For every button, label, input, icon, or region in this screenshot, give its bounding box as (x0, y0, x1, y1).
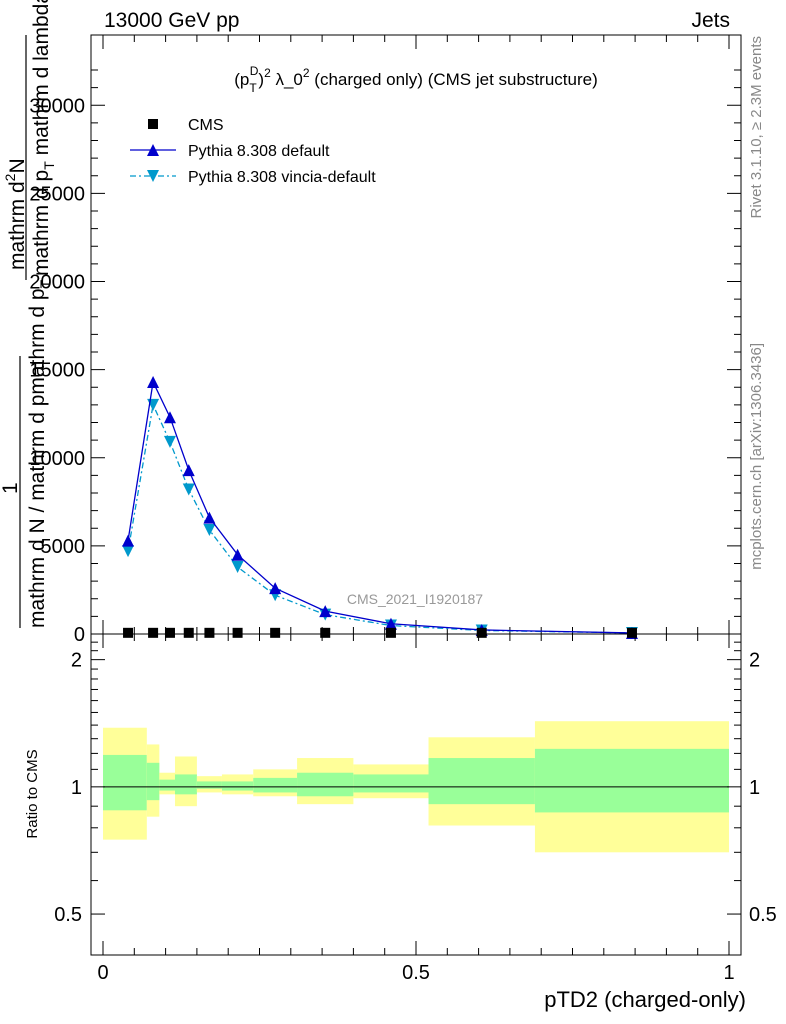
legend-label: Pythia 8.308 default (188, 143, 330, 160)
ylabel-part: mathrm d lambda (30, 0, 53, 161)
default-point (319, 605, 332, 618)
title-part: (charged only) (CMS jet substructure) (310, 70, 598, 89)
cms-point (148, 627, 159, 638)
ylabel-num-b: mathrm d pT mathrm d lambda (30, 0, 57, 276)
y-tick-label: 25000 (29, 183, 85, 205)
vincia-point (231, 561, 244, 574)
ylabel-sup: 2 (2, 173, 18, 181)
ratio-y-tick-label-right: 2 (749, 650, 760, 672)
title-part: (p (234, 70, 249, 89)
ratio-y-tick-label: 1 (71, 777, 82, 799)
default-point (203, 511, 216, 524)
vincia-point (182, 483, 195, 496)
ratio-inner-band (297, 772, 354, 797)
title-part: λ_0 (271, 70, 303, 89)
chart-title: (pTD)2 λ_02 (charged only) (CMS jet subs… (234, 64, 597, 95)
vincia-point (203, 524, 216, 537)
ratio-y-label: Ratio to CMS (24, 749, 41, 838)
ratio-y-tick-label-right: 0.5 (749, 904, 777, 926)
title-sup: 2 (264, 66, 271, 80)
legend-label: CMS (188, 117, 224, 134)
cms-point (385, 627, 396, 638)
ylabel-part: mathrm d p (30, 170, 53, 276)
ylabel-part: mathrm d (6, 181, 29, 270)
ratio-inner-band (174, 774, 197, 795)
cms-point (123, 627, 134, 638)
ylabel-den: mathrm d N / mathrm d pmathrm d pT (26, 279, 53, 628)
default-point (384, 617, 397, 630)
rivet-label: Rivet 3.1.10, ≥ 2.3M events (748, 36, 765, 219)
ratio-inner-band (353, 774, 429, 793)
vincia-point (122, 545, 135, 558)
y-tick-label: 15000 (29, 360, 85, 382)
cms-point (320, 627, 331, 638)
ratio-inner-band (534, 748, 729, 813)
y-tick-label: 0 (74, 624, 85, 646)
cms-point (204, 627, 215, 638)
ratio-inner-band (196, 781, 222, 789)
ratio-inner-band (146, 762, 160, 801)
watermark: CMS_2021_I1920187 (347, 591, 483, 607)
cms-point (476, 627, 487, 638)
ratio-inner-band (221, 781, 254, 791)
ratio-panel: 0.5 0.5 1 1 2 2 0 0.5 1 (54, 633, 777, 984)
cms-point (183, 627, 194, 638)
x-axis-label: pTD2 (charged-only) (544, 987, 746, 1012)
y-tick-label: 10000 (29, 448, 85, 470)
cms-point (270, 627, 281, 638)
ratio-y-tick-label-right: 1 (749, 777, 760, 799)
y-tick-label: 20000 (29, 272, 85, 294)
cms-point (232, 627, 243, 638)
header-left: 13000 GeV pp (104, 9, 240, 32)
x-tick-label: 0 (97, 962, 108, 984)
labels: (pTD)2 λ_02 (charged only) (CMS jet subs… (0, 0, 765, 1012)
default-point (147, 375, 160, 388)
default-point (182, 464, 195, 477)
vincia-point (163, 435, 176, 448)
title-sub: T (249, 81, 257, 95)
ratio-inner-band (428, 758, 535, 805)
default-point (269, 582, 282, 595)
main-panel: 0 5000 10000 15000 20000 25000 30000 (29, 34, 742, 646)
mcplots-label: mcplots.cern.ch [arXiv:1306.3436] (748, 343, 765, 570)
ylabel-num-a: mathrm d2N (2, 158, 29, 270)
ylabel-part: mathrm d N / mathrm d pmathrm d p (26, 288, 49, 628)
ratio-inner-band (159, 779, 175, 791)
legend-marker-cms (148, 119, 158, 129)
cms-point (626, 627, 637, 638)
ylabel-sub: T (37, 279, 53, 288)
header-right: Jets (691, 9, 730, 32)
title-sup: 2 (303, 66, 310, 80)
default-point (231, 548, 244, 561)
cms-point (164, 627, 175, 638)
ylabel-part: N (6, 158, 29, 173)
ratio-inner-band (103, 754, 147, 811)
legend-marker-vincia (147, 170, 159, 182)
ratio-inner-band (253, 777, 298, 793)
y-tick-label: 30000 (29, 95, 85, 117)
default-point (122, 534, 135, 547)
default-point (163, 411, 176, 424)
ratio-y-tick-label: 0.5 (54, 904, 82, 926)
title-sup: D (250, 64, 259, 78)
title-part: ) (258, 70, 264, 89)
y-tick-label: 5000 (41, 536, 86, 558)
ylabel-one: 1 (0, 482, 22, 494)
x-tick-label: 0.5 (402, 962, 430, 984)
legend-marker-default (147, 144, 159, 156)
ratio-y-tick-label: 2 (71, 650, 82, 672)
legend-label: Pythia 8.308 vincia-default (188, 169, 376, 186)
ylabel-sub: T (41, 161, 57, 170)
x-tick-label: 1 (723, 962, 734, 984)
